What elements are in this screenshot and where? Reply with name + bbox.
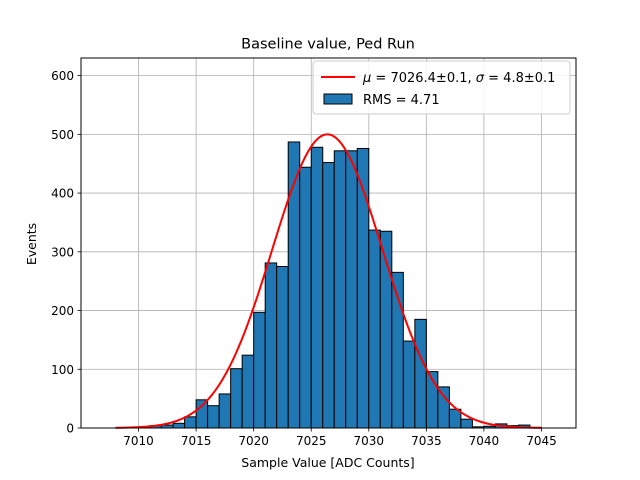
- y-tick-label: 400: [51, 187, 74, 201]
- legend-histogram-label: RMS = 4.71: [363, 93, 440, 108]
- x-tick-label: 7010: [123, 434, 154, 448]
- legend-fit-sigma-symbol: σ: [476, 71, 485, 86]
- histogram-bar: [299, 166, 312, 429]
- histogram-bar: [368, 229, 381, 429]
- histogram-bar: [253, 311, 266, 429]
- y-tick-label: 500: [51, 128, 74, 142]
- histogram-bar: [402, 340, 416, 429]
- x-tick-label: 7025: [296, 434, 327, 448]
- y-axis-label: Events: [24, 223, 39, 265]
- y-tick-label: 300: [51, 245, 74, 259]
- x-tick-label: 7030: [354, 434, 385, 448]
- histogram-bar: [218, 393, 232, 429]
- histogram-bar: [414, 318, 427, 429]
- histogram-bar: [333, 150, 347, 429]
- histogram-bar: [207, 405, 220, 429]
- chart-title: Baseline value, Ped Run: [241, 37, 415, 53]
- histogram-bar: [437, 386, 450, 429]
- histogram-bar: [310, 146, 324, 429]
- histogram-bar: [264, 262, 278, 429]
- legend-histogram-swatch: [323, 93, 353, 105]
- histogram-bar: [241, 354, 255, 429]
- histogram-bars: [126, 141, 542, 429]
- gaussian-fit-curve: [115, 133, 542, 429]
- histogram-bar: [195, 399, 209, 429]
- histogram-bar: [345, 150, 358, 429]
- axis-ticks: 7010 7015 7020 7025 7030 7035 7040 7045 0 100 200 3…: [51, 69, 557, 448]
- legend-fit-mu-symbol: μ: [362, 71, 371, 86]
- histogram-bar: [230, 368, 243, 429]
- legend-fit-sigma-value: = 4.8±0.1: [484, 71, 555, 86]
- y-tick-label: 0: [66, 422, 74, 436]
- histogram-bar: [322, 162, 335, 429]
- x-tick-label: 7035: [411, 434, 442, 448]
- histogram-bar: [276, 265, 289, 429]
- legend-box: [312, 60, 571, 115]
- x-tick-label: 7045: [526, 434, 557, 448]
- legend-fit-mu-value: = 7026.4±0.1,: [371, 71, 475, 86]
- legend: μ = 7026.4±0.1, σ = 4.8±0.1 RMS = 4.71: [312, 60, 571, 115]
- x-axis-label: Sample Value [ADC Counts]: [241, 455, 414, 470]
- y-tick-label: 600: [51, 69, 74, 83]
- x-tick-label: 7040: [469, 434, 500, 448]
- axes-frame: [80, 57, 577, 429]
- histogram-bar: [184, 416, 197, 429]
- x-tick-label: 7020: [238, 434, 269, 448]
- histogram-bar: [460, 418, 473, 429]
- legend-fit-label: μ = 7026.4±0.1, σ = 4.8±0.1: [362, 71, 555, 86]
- x-tick-label: 7015: [181, 434, 212, 448]
- histogram-bar: [172, 422, 186, 429]
- y-tick-label: 200: [51, 304, 74, 318]
- y-tick-label: 100: [51, 363, 74, 377]
